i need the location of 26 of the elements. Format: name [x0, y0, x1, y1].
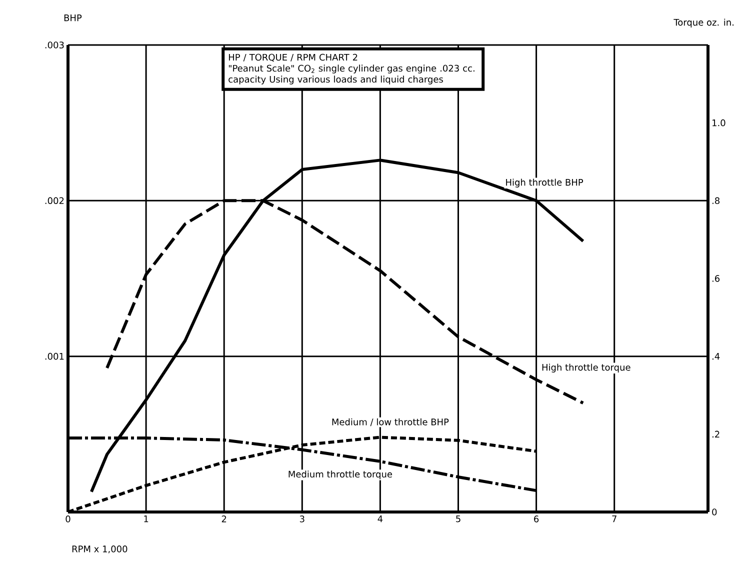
y-tick-label: .003 — [45, 42, 64, 48]
x-tick-label: 4 — [378, 516, 383, 522]
y-axis-title: BHP — [64, 14, 82, 22]
y-tick-label: .001 — [45, 352, 64, 360]
series-label: High throttle BHP — [506, 178, 584, 188]
y2-tick-label: .4 — [712, 353, 720, 360]
y2-tick-label: 1.0 — [712, 119, 726, 126]
y2-tick-label: .8 — [712, 197, 720, 204]
series-label: High throttle torque — [542, 364, 630, 372]
text: "Peanut Scale" CO$_{2}$ single cylinder gas engine .023 cc. capacity Using various loads and liquid charges — [228, 64, 474, 84]
x-tick-label: 6 — [534, 516, 539, 522]
series-label: Medium / low throttle BHP — [332, 418, 449, 426]
y2-tick-label: 0 — [712, 508, 717, 516]
x-tick-label: 0 — [66, 516, 70, 522]
x-tick-label: 1 — [144, 516, 148, 522]
y2-tick-label: .2 — [712, 430, 720, 438]
x-tick-label: 5 — [456, 516, 460, 522]
x-tick-label: 7 — [612, 516, 616, 522]
y2-tick-label: .6 — [712, 275, 720, 282]
x-axis-title: RPM x 1,000 — [72, 546, 128, 554]
x-tick-label: 2 — [222, 516, 226, 522]
text: HP / TORQUE / RPM CHART 2 — [228, 54, 358, 62]
x-tick-label: 3 — [300, 516, 304, 522]
y2-axis-title: Torque oz. in. — [674, 18, 734, 28]
y-tick-label: .002 — [45, 197, 64, 204]
series-label: Medium throttle torque — [288, 470, 392, 480]
